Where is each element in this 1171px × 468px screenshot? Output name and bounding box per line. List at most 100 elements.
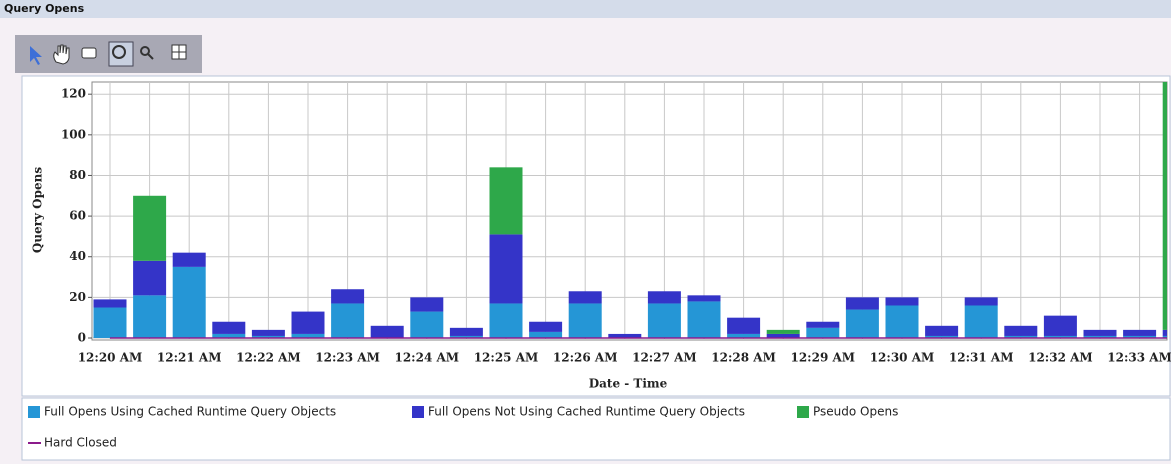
bar-segment (845, 297, 879, 310)
bar-segment (410, 297, 444, 312)
bar-segment (1123, 335, 1157, 338)
x-tick-label: 12:29 AM (790, 351, 855, 365)
legend-label: Full Opens Not Using Cached Runtime Quer… (428, 405, 745, 419)
x-tick-label: 12:31 AM (949, 351, 1014, 365)
bar-segment (291, 333, 325, 338)
y-tick-label: 100 (61, 127, 86, 141)
bar-segment (449, 335, 483, 338)
x-tick-label: 12:26 AM (553, 351, 618, 365)
bar-segment (449, 327, 483, 336)
bar-segment (964, 297, 998, 306)
legend-swatch (797, 406, 809, 418)
bar-segment (1162, 335, 1167, 338)
y-tick-label: 80 (69, 168, 86, 182)
x-tick-label: 12:30 AM (870, 351, 935, 365)
bar-segment (1162, 82, 1167, 330)
x-tick-label: 12:20 AM (78, 351, 143, 365)
bar-segment (1083, 329, 1117, 336)
zoom-box-icon (112, 45, 126, 59)
plot-area (91, 81, 1168, 341)
bar-segment (687, 301, 721, 338)
bar-segment (172, 266, 206, 338)
bar-segment (212, 333, 246, 338)
y-axis-label: Query Opens (31, 167, 45, 253)
bar-segment (251, 335, 285, 338)
panel-header (0, 0, 1171, 18)
toolbar (15, 35, 202, 73)
zoom-tool-handle (147, 53, 154, 60)
x-tick-label: 12:21 AM (157, 351, 222, 365)
bar-segment (1004, 325, 1038, 336)
pan-tool[interactable] (53, 44, 70, 65)
bar-segment (925, 335, 959, 338)
bar-segment (212, 321, 246, 334)
bar-segment (687, 295, 721, 302)
x-tick-label: 12:28 AM (711, 351, 776, 365)
bar-segment (529, 331, 563, 338)
pointer-tool[interactable] (30, 46, 42, 65)
y-tick-label: 0 (78, 331, 86, 345)
bar-segment (172, 252, 206, 267)
bar-segment (885, 305, 919, 338)
bar-segment (93, 299, 127, 308)
bar-segment (766, 329, 800, 334)
bar-segment (885, 297, 919, 306)
bar-segment (766, 333, 800, 338)
bar-segment (489, 167, 523, 235)
bar-segment (608, 333, 642, 338)
bar-segment (93, 307, 127, 338)
bar-segment (1043, 335, 1077, 338)
bar-segment (1004, 335, 1038, 338)
x-tick-label: 12:24 AM (394, 351, 459, 365)
bar-segment (1043, 315, 1077, 336)
bar-segment (1123, 329, 1157, 336)
bar-segment (806, 321, 840, 328)
y-tick-label: 20 (69, 290, 86, 304)
x-axis-label: Date - Time (589, 377, 668, 391)
bar-segment (925, 325, 959, 336)
legend-frame (21, 397, 1171, 461)
bar-segment (568, 303, 602, 338)
bar-segment (1083, 335, 1117, 338)
x-tick-label: 12:22 AM (236, 351, 301, 365)
bar-segment (133, 260, 167, 296)
legend-label: Hard Closed (44, 436, 117, 450)
y-tick-label: 60 (69, 209, 86, 223)
annotate-tool[interactable] (81, 47, 97, 59)
zoom-tool[interactable] (140, 46, 150, 56)
bar-segment (291, 311, 325, 334)
bar-segment (1162, 329, 1167, 336)
bar-segment (806, 327, 840, 338)
bar-segment (331, 289, 365, 304)
x-tick-label: 12:27 AM (632, 351, 697, 365)
bar-segment (133, 195, 167, 261)
bar-segment (489, 303, 523, 338)
bar-segment (529, 321, 563, 332)
bar-segment (331, 303, 365, 338)
bar-segment (964, 305, 998, 338)
bar-segment (647, 303, 681, 338)
bar-segment (647, 291, 681, 304)
bar-segment (251, 329, 285, 336)
bar-segment (727, 333, 761, 338)
bar-segment (370, 325, 404, 338)
x-tick-label: 12:25 AM (474, 351, 539, 365)
legend-label: Full Opens Using Cached Runtime Query Ob… (44, 405, 336, 419)
bar-segment (727, 317, 761, 334)
panel-title: Query Opens (4, 2, 85, 15)
legend-swatch (28, 406, 40, 418)
y-tick-label: 120 (61, 87, 86, 101)
bar-segment (489, 234, 523, 304)
y-tick-label: 40 (69, 249, 86, 263)
plot-content (92, 82, 1167, 340)
bar-segment (410, 311, 444, 338)
bar-segment (568, 291, 602, 304)
x-tick-label: 12:23 AM (315, 351, 380, 365)
x-tick-label: 12:32 AM (1028, 351, 1093, 365)
legend-swatch (412, 406, 424, 418)
x-tick-label: 12:33 AM (1107, 351, 1171, 365)
bar-segment (845, 309, 879, 338)
bar-segment (133, 295, 167, 338)
